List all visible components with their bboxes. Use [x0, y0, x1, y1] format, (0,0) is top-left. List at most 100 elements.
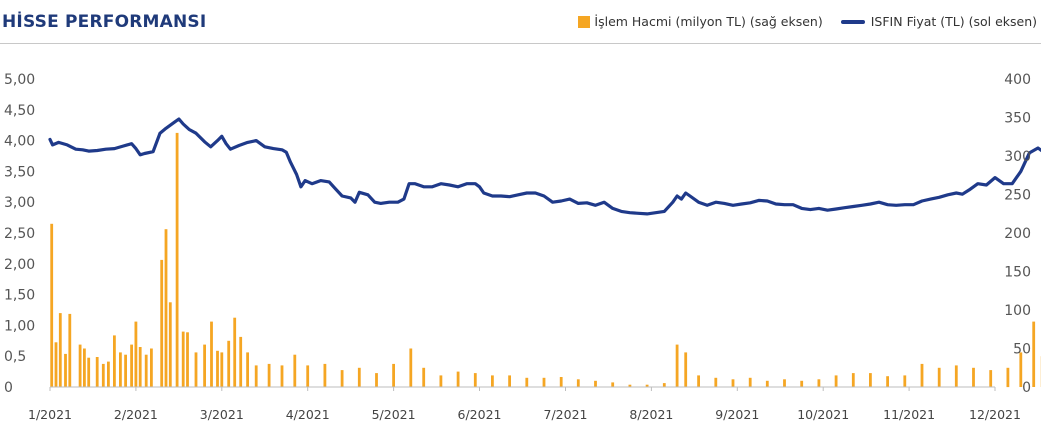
volume-bar	[645, 384, 649, 387]
volume-bar	[58, 313, 62, 387]
volume-bars	[50, 132, 1041, 388]
volume-bar	[508, 375, 511, 387]
legend-item-volume: İşlem Hacmi (milyon TL) (sağ eksen)	[578, 14, 823, 29]
volume-bar	[130, 344, 133, 387]
volume-bar	[239, 336, 243, 387]
volume-bar	[542, 377, 546, 387]
volume-bar	[233, 317, 237, 387]
volume-bar	[220, 352, 224, 387]
volume-bar	[611, 382, 615, 387]
volume-bar	[323, 363, 327, 387]
legend-label-price: ISFIN Fiyat (TL) (sol eksen)	[870, 14, 1037, 29]
volume-bar	[697, 375, 700, 387]
volume-bar	[254, 365, 258, 387]
volume-bar	[95, 357, 99, 387]
y-left-tick-label: 2,50	[4, 226, 35, 242]
volume-bar	[134, 321, 138, 387]
volume-bar	[124, 354, 127, 387]
volume-bar	[160, 259, 164, 387]
volume-bar	[83, 348, 86, 387]
volume-bar	[473, 373, 477, 387]
volume-bar	[920, 363, 924, 387]
legend-swatch-volume	[578, 15, 591, 28]
x-tick-label: 11/2021	[883, 407, 935, 422]
volume-bar	[748, 377, 752, 387]
y-axis-right: 400 350 300 250 200 150 100 50 0	[1004, 72, 1031, 396]
volume-bar	[210, 321, 213, 387]
volume-bar	[181, 331, 185, 387]
volume-bar	[869, 373, 872, 387]
volume-bar	[1032, 321, 1036, 387]
volume-bar	[340, 370, 344, 387]
volume-bar	[783, 379, 786, 387]
y-left-tick-label: 0	[4, 380, 13, 396]
y-left-tick-label: 4,00	[4, 134, 35, 150]
volume-bar	[954, 365, 958, 387]
volume-bar	[293, 354, 297, 387]
volume-bar	[50, 223, 54, 387]
y-left-tick-label: 4,50	[4, 103, 35, 119]
x-tick-label: 12/2021	[969, 407, 1021, 422]
volume-bar	[138, 347, 142, 387]
x-axis: 1/2021 2/2021 3/2021 4/2021 5/2021 6/2021 7/20…	[28, 387, 1021, 422]
volume-bar	[101, 363, 105, 387]
volume-bar	[937, 367, 941, 388]
x-tick-label: 6/2021	[458, 407, 502, 422]
volume-bar	[392, 363, 395, 387]
x-tick-label: 1/2021	[28, 407, 72, 422]
y-left-tick-label: 5,00	[4, 72, 35, 88]
volume-bar	[203, 344, 206, 387]
volume-bar	[903, 375, 907, 387]
x-tick-label: 9/2021	[715, 407, 759, 422]
volume-bar	[168, 302, 172, 387]
volume-bar	[989, 370, 993, 387]
volume-bar	[439, 375, 443, 387]
volume-bar	[68, 313, 72, 387]
volume-bar	[1019, 352, 1023, 387]
y-left-tick-label: 3,50	[4, 164, 35, 180]
x-tick-label: 4/2021	[286, 407, 330, 422]
volume-bar	[227, 340, 231, 387]
volume-bar	[107, 361, 110, 387]
volume-bar	[216, 350, 219, 387]
chart-legend: İşlem Hacmi (milyon TL) (sağ eksen) ISFI…	[560, 14, 1037, 29]
volume-bar	[886, 376, 889, 387]
volume-bar	[817, 379, 821, 387]
volume-bar	[714, 377, 718, 387]
volume-bar	[684, 352, 688, 387]
volume-bar	[422, 367, 426, 388]
volume-bar	[731, 379, 735, 387]
legend-item-price: ISFIN Fiyat (TL) (sol eksen)	[840, 14, 1037, 29]
y-left-tick-label: 1,50	[4, 288, 35, 304]
volume-bar	[800, 380, 804, 387]
y-left-tick-label: 0,5	[4, 349, 26, 365]
x-tick-label: 5/2021	[372, 407, 416, 422]
volume-bar	[491, 375, 494, 387]
volume-bar	[1006, 367, 1010, 388]
volume-bar	[280, 365, 284, 387]
y-right-tick-label: 50	[1013, 342, 1031, 358]
x-tick-label: 3/2021	[200, 407, 244, 422]
y-right-tick-label: 200	[1004, 226, 1031, 242]
y-right-tick-label: 150	[1004, 265, 1031, 281]
chart-header: HİSSE PERFORMANSI İşlem Hacmi (milyon TL…	[0, 0, 1041, 44]
volume-bar	[113, 335, 116, 387]
volume-bar	[54, 342, 58, 387]
volume-bar	[64, 353, 67, 387]
y-left-tick-label: 2,00	[4, 257, 35, 273]
volume-bar	[456, 371, 460, 387]
volume-bar	[175, 132, 179, 387]
price-line	[48, 117, 1041, 216]
volume-bar	[186, 332, 189, 387]
y-right-tick-label: 250	[1004, 188, 1031, 204]
volume-bar	[150, 348, 153, 387]
volume-bar	[246, 352, 249, 387]
y-right-tick-label: 350	[1004, 111, 1031, 127]
volume-bar	[164, 229, 168, 387]
header-divider	[0, 43, 1041, 44]
volume-bar	[662, 383, 666, 387]
y-right-tick-label: 300	[1004, 149, 1031, 165]
volume-bar	[594, 380, 597, 387]
volume-bar	[972, 367, 975, 388]
y-left-tick-label: 3,00	[4, 195, 35, 211]
